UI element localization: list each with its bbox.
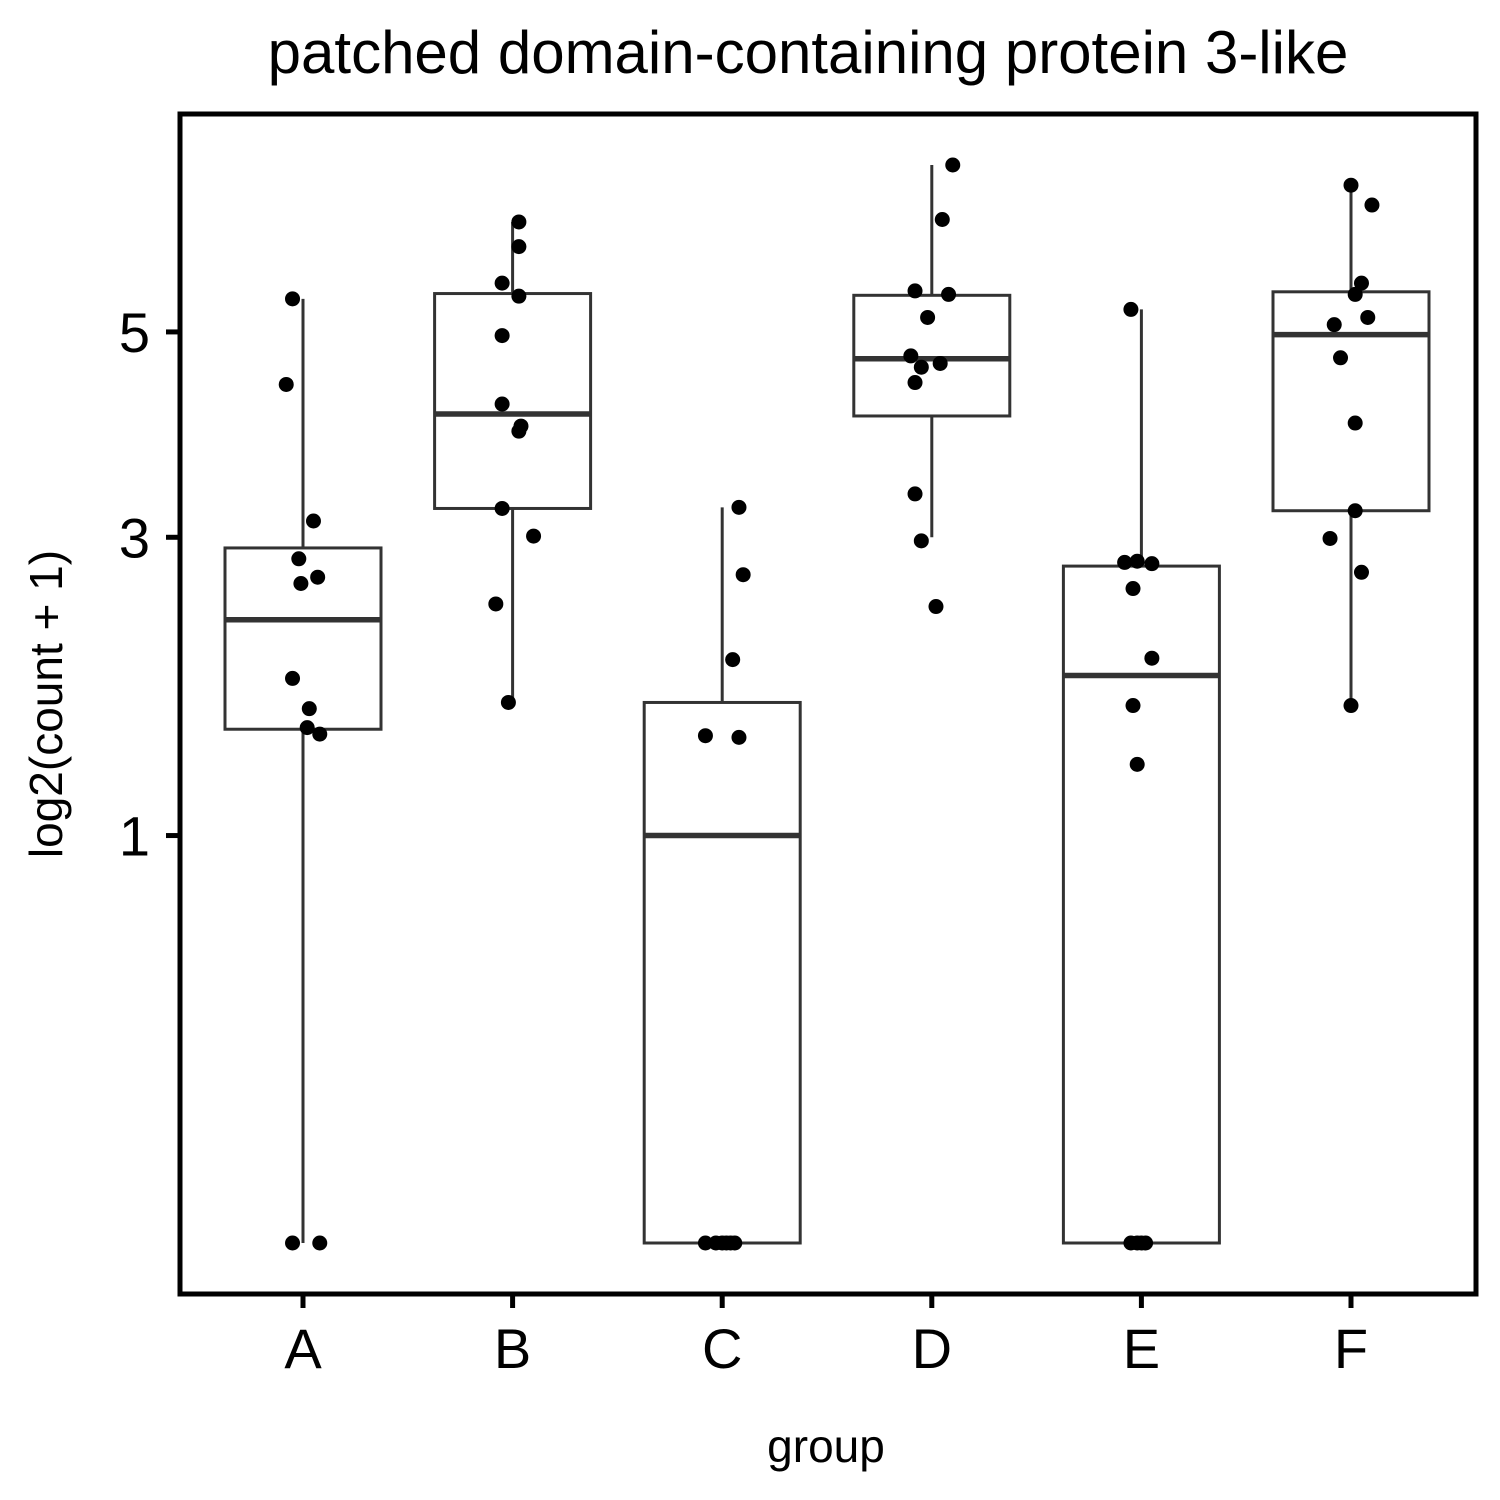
data-point: [291, 551, 307, 567]
data-point: [1322, 530, 1338, 546]
data-point: [1117, 554, 1133, 570]
data-point: [1347, 415, 1363, 431]
data-point: [1353, 564, 1369, 580]
data-point: [1343, 177, 1359, 193]
y-axis: 1 3 5: [119, 301, 180, 868]
x-tick-label: F: [1334, 1317, 1368, 1380]
data-point: [494, 396, 510, 412]
data-point: [1353, 275, 1369, 291]
data-point: [494, 275, 510, 291]
box: [433, 292, 593, 510]
data-point: [907, 486, 923, 502]
x-tick-label: E: [1123, 1317, 1160, 1380]
data-point: [928, 599, 944, 615]
data-point: [1138, 1235, 1154, 1251]
data-point: [932, 355, 948, 371]
y-tick-label: 5: [119, 301, 150, 364]
box: [1271, 290, 1431, 513]
data-point: [285, 1235, 301, 1251]
data-point: [1364, 197, 1380, 213]
data-point: [941, 286, 957, 302]
data-point: [920, 309, 936, 325]
data-point: [1129, 553, 1145, 569]
data-point: [305, 513, 321, 529]
x-tick-label: C: [702, 1317, 742, 1380]
data-point: [1125, 698, 1141, 714]
data-point: [301, 701, 317, 717]
x-axis-title: group: [767, 1420, 885, 1472]
group-e: [1061, 301, 1221, 1251]
group-d: [852, 157, 1012, 615]
data-point: [697, 1235, 713, 1251]
data-point: [1144, 556, 1160, 572]
data-point: [945, 157, 961, 173]
data-point: [934, 212, 950, 228]
data-point: [299, 720, 315, 736]
data-point: [1360, 309, 1376, 325]
data-point: [511, 423, 527, 439]
data-point: [526, 528, 542, 544]
data-point: [725, 652, 741, 668]
data-point: [494, 500, 510, 516]
y-tick-label: 1: [119, 805, 150, 868]
box: [223, 546, 383, 731]
data-point: [511, 214, 527, 230]
data-point: [1326, 317, 1342, 333]
x-tick-label: D: [912, 1317, 952, 1380]
data-point: [907, 375, 923, 391]
data-point: [310, 569, 326, 585]
data-point: [731, 729, 747, 745]
chart-title: patched domain-containing protein 3-like: [268, 19, 1349, 86]
data-point: [293, 575, 309, 591]
data-point: [697, 728, 713, 744]
data-point: [285, 291, 301, 307]
data-point: [511, 288, 527, 304]
data-point: [1125, 581, 1141, 597]
data-point: [1343, 698, 1359, 714]
data-point: [285, 670, 301, 686]
box: [1061, 564, 1221, 1245]
x-tick-label: A: [284, 1317, 322, 1380]
data-point: [913, 359, 929, 375]
x-tick-label: B: [494, 1317, 531, 1380]
y-axis-title: log2(count + 1): [20, 550, 72, 858]
data-point: [1347, 503, 1363, 519]
group-c: [642, 499, 802, 1251]
box: [642, 700, 802, 1245]
group-b: [433, 214, 593, 710]
data-point: [731, 499, 747, 515]
group-a: [223, 291, 383, 1251]
group-f: [1271, 177, 1431, 714]
data-point: [312, 726, 328, 742]
data-point: [1129, 756, 1145, 772]
x-axis: A B C D E F: [284, 1294, 1368, 1380]
data-point: [1333, 350, 1349, 366]
data-point: [1123, 301, 1139, 317]
data-point: [278, 376, 294, 392]
data-point: [913, 533, 929, 549]
data-point: [735, 567, 751, 583]
panel-border: [177, 111, 1479, 1297]
plot-panel: [223, 157, 1431, 1251]
data-point: [488, 596, 504, 612]
data-point: [1144, 650, 1160, 666]
data-point: [727, 1235, 743, 1251]
data-point: [1347, 286, 1363, 302]
data-point: [903, 348, 919, 364]
data-point: [500, 694, 516, 710]
data-point: [312, 1235, 328, 1251]
data-point: [907, 283, 923, 299]
y-tick-label: 3: [119, 506, 150, 569]
data-point: [494, 328, 510, 344]
data-point: [511, 239, 527, 255]
